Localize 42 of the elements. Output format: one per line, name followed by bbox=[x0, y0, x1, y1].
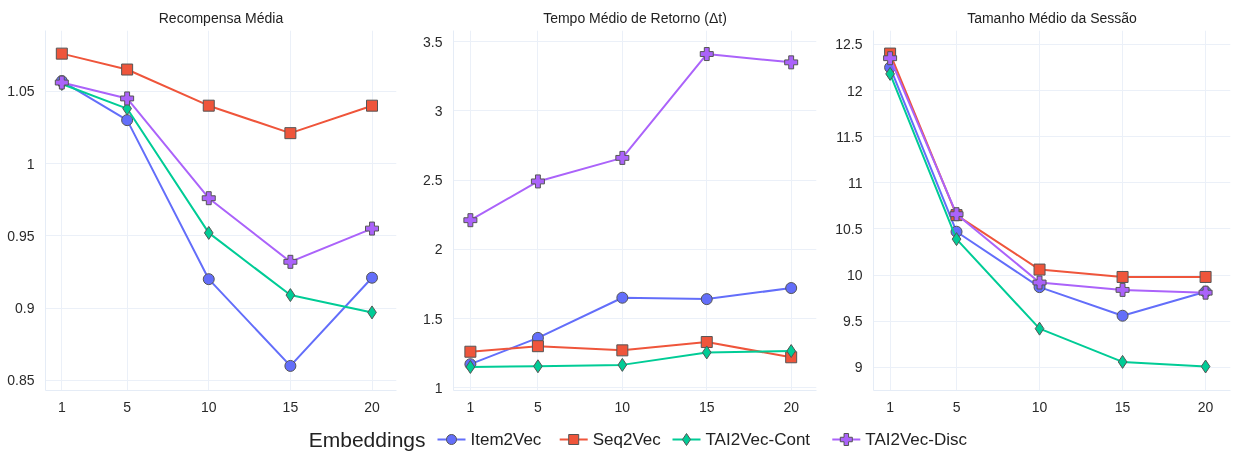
y-tick-label: 1.5 bbox=[423, 310, 443, 327]
y-tick-label: 1 bbox=[434, 379, 443, 396]
y-tick-label: 11.5 bbox=[836, 128, 863, 145]
y-tick-label: 10.5 bbox=[835, 220, 863, 237]
y-tick-label: 0.9 bbox=[15, 300, 35, 317]
x-tick-label: 10 bbox=[1031, 398, 1048, 415]
x-tick-label: 20 bbox=[783, 398, 800, 415]
legend-label: TAI2Vec-Disc bbox=[865, 430, 968, 449]
y-tick-label: 9.5 bbox=[843, 313, 863, 330]
chart-title: Recompensa Média bbox=[158, 9, 284, 26]
x-tick-label: 5 bbox=[952, 398, 961, 415]
y-tick-label: 2 bbox=[434, 241, 443, 258]
y-tick-label: 2.5 bbox=[423, 172, 443, 189]
x-tick-label: 5 bbox=[123, 398, 132, 415]
legend-label: Item2Vec bbox=[470, 430, 542, 449]
y-tick-label: 9 bbox=[854, 359, 863, 376]
chart-title: Tempo Médio de Retorno (Δt) bbox=[543, 9, 727, 26]
x-tick-label: 15 bbox=[698, 398, 715, 415]
y-tick-label: 0.95 bbox=[7, 227, 35, 244]
legend-label: Seq2Vec bbox=[592, 430, 662, 449]
y-tick-label: 3.5 bbox=[423, 33, 443, 50]
legend-label: TAI2Vec-Cont bbox=[705, 430, 811, 449]
x-tick-label: 20 bbox=[364, 398, 381, 415]
y-tick-label: 1 bbox=[26, 155, 35, 172]
x-tick-label: 20 bbox=[1197, 398, 1214, 415]
y-tick-label: 12.5 bbox=[835, 36, 863, 53]
x-tick-label: 10 bbox=[614, 398, 631, 415]
y-tick-label: 0.85 bbox=[7, 372, 35, 389]
x-tick-label: 1 bbox=[466, 398, 475, 415]
x-tick-label: 10 bbox=[200, 398, 217, 415]
x-tick-label: 1 bbox=[57, 398, 66, 415]
x-tick-label: 15 bbox=[1114, 398, 1131, 415]
x-tick-label: 5 bbox=[534, 398, 543, 415]
y-tick-label: 10 bbox=[846, 267, 863, 284]
y-tick-label: 3 bbox=[434, 102, 443, 119]
y-tick-label: 1.05 bbox=[7, 83, 35, 100]
x-tick-label: 15 bbox=[282, 398, 299, 415]
legend-title: Embeddings bbox=[308, 428, 426, 451]
y-tick-label: 12 bbox=[846, 82, 863, 99]
x-tick-label: 1 bbox=[886, 398, 895, 415]
y-tick-label: 11 bbox=[847, 174, 863, 191]
chart-title: Tamanho Médio da Sessão bbox=[967, 9, 1138, 26]
